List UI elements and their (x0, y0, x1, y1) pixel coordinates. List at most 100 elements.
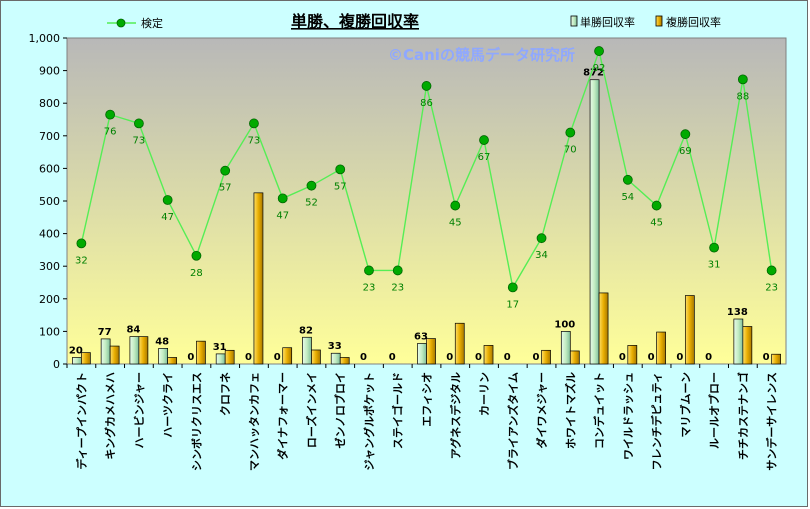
tan-bar (560, 331, 571, 365)
kentei-marker (680, 129, 691, 140)
legend-tan-swatch (570, 15, 578, 27)
legend-tan-label: 単勝回収率 (580, 15, 635, 29)
fuku-bar (569, 350, 580, 365)
tan-data-label: 33 (328, 341, 342, 352)
tan-bar (302, 336, 312, 365)
tan-bar (215, 353, 226, 365)
kentei-data-label: 23 (391, 282, 404, 293)
watermark-text: ©Caniの競馬データ研究所 (388, 46, 575, 64)
fuku-bar (253, 192, 264, 365)
kentei-marker (133, 118, 144, 129)
tan-bar (330, 352, 341, 365)
kentei-data-label: 31 (708, 260, 721, 271)
kentei-marker (766, 265, 777, 276)
fuku-bar (224, 349, 235, 365)
kentei-data-label: 34 (535, 250, 548, 261)
x-category-label: ルールオブロー (707, 372, 721, 449)
x-category-label: カーリン (478, 372, 491, 416)
tan-bar (417, 343, 427, 365)
fuku-bar (282, 347, 293, 365)
kentei-data-label: 69 (679, 146, 692, 157)
fuku-bar (684, 295, 695, 365)
y-tick-label: 400 (39, 228, 60, 241)
tan-data-label: 48 (155, 336, 169, 347)
kentei-marker (450, 200, 461, 211)
kentei-marker (421, 81, 432, 91)
tan-data-label: 0 (676, 352, 683, 363)
y-tick-label: 600 (39, 162, 60, 175)
kentei-data-label: 88 (736, 91, 749, 102)
tan-data-label: 0 (763, 352, 770, 363)
kentei-marker (220, 165, 231, 176)
tan-data-label: 0 (619, 352, 626, 363)
x-category-label: ダイワメジャー (535, 372, 549, 448)
kentei-marker (76, 238, 87, 249)
fuku-bar (109, 345, 120, 365)
x-category-label: フレンチデピュティ (650, 372, 664, 470)
x-category-label: マリブムーン (678, 372, 692, 437)
tan-data-label: 0 (705, 352, 712, 363)
y-tick-label: 800 (39, 97, 60, 110)
tan-data-label: 0 (274, 352, 281, 363)
x-category-label: ローズインメイ (304, 372, 318, 448)
tan-bar (589, 79, 600, 365)
y-tick-label: 900 (39, 65, 60, 78)
legend-fuku-label: 複勝回収率 (666, 15, 721, 29)
x-category-label: アグネスデジタル (448, 372, 462, 459)
tan-data-label: 20 (69, 345, 83, 356)
x-category-label: ハービンジャー (132, 372, 146, 448)
fuku-bar (339, 357, 350, 365)
fuku-bar (311, 349, 321, 365)
kentei-marker (565, 127, 576, 138)
kentei-data-label: 45 (650, 218, 663, 229)
kentei-data-label: 67 (478, 152, 491, 163)
kentei-marker (364, 265, 374, 276)
kentei-data-label: 23 (765, 282, 778, 293)
kentei-data-label: 86 (420, 98, 433, 109)
kentei-marker (709, 242, 719, 253)
y-tick-label: 500 (39, 195, 60, 208)
kentei-marker (536, 233, 547, 244)
tan-data-label: 63 (414, 331, 428, 342)
tan-data-label: 0 (389, 352, 396, 363)
tan-data-label: 138 (727, 307, 748, 318)
x-category-label: エフィシオ (421, 372, 434, 427)
tan-data-label: 0 (446, 352, 453, 363)
tan-data-label: 872 (583, 68, 604, 79)
kentei-marker (594, 46, 604, 56)
x-category-label: ゼンノロブロイ (333, 372, 347, 448)
x-category-label: シンボリクリスエス (189, 372, 203, 471)
tan-data-label: 0 (648, 352, 655, 363)
tan-data-label: 84 (126, 325, 140, 336)
legend-line-marker (116, 18, 126, 28)
kentei-data-label: 52 (305, 198, 318, 209)
kentei-data-label: 23 (363, 282, 376, 293)
kentei-data-label: 73 (133, 135, 146, 146)
fuku-bar (138, 336, 149, 365)
kentei-data-label: 76 (104, 127, 117, 138)
tan-data-label: 100 (554, 319, 575, 330)
tan-data-label: 0 (475, 352, 482, 363)
kentei-marker (479, 135, 489, 145)
fuku-bar (483, 345, 494, 365)
fuku-bar (196, 340, 206, 365)
legend-line-label: 検定 (141, 16, 163, 30)
fuku-bar (771, 353, 781, 365)
x-category-label: チチカステナンゴ (736, 372, 750, 460)
tan-data-label: 0 (360, 352, 367, 363)
y-tick-label: 300 (39, 260, 60, 273)
y-tick-label: 1,000 (29, 32, 61, 45)
fuku-bar (454, 322, 465, 365)
fuku-bar (656, 331, 666, 365)
y-tick-label: 100 (39, 325, 60, 338)
kentei-marker (249, 118, 259, 129)
fuku-bar (426, 338, 436, 365)
tan-data-label: 31 (213, 342, 227, 353)
x-category-label: マンハッタンカフェ (248, 372, 261, 471)
x-category-label: クロフネ (219, 372, 232, 416)
kentei-marker (335, 164, 346, 175)
kentei-data-label: 32 (75, 255, 88, 266)
kentei-data-label: 28 (190, 268, 203, 279)
tan-bar (100, 338, 111, 365)
tan-bar (72, 357, 82, 365)
